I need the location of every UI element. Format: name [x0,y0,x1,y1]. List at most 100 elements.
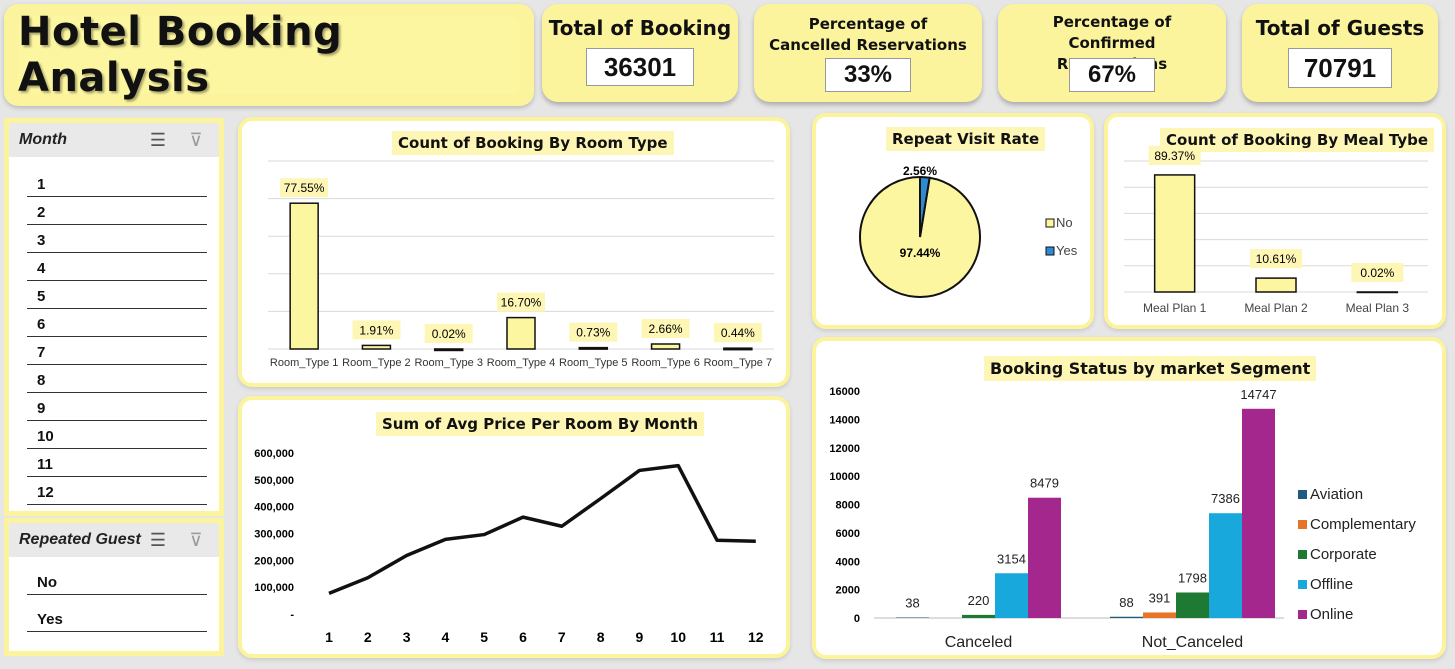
kpi-value: 36301 [586,48,694,86]
bar [1028,497,1061,618]
slicer-item-guest-yes[interactable]: Yes [27,610,207,632]
y-tick-label: 6000 [836,528,860,540]
y-tick-label: 200,000 [254,555,294,567]
avg-price-chart-panel: Sum of Avg Price Per Room By Month - 100,… [238,396,790,658]
legend-swatch [1298,610,1307,619]
bar [1356,291,1399,294]
x-tick-label: 5 [480,629,488,645]
chart-title: Booking Status by market Segment [984,356,1317,381]
multi-select-icon[interactable]: ☰ [149,530,167,550]
data-label: 3154 [997,551,1026,566]
slicer-header: Repeated Guest ☰ ⊽ [9,523,219,557]
bar [289,202,319,350]
clear-filter-icon[interactable]: ⊽ [189,130,203,150]
legend-swatch [1045,218,1055,228]
legend-label: Online [1310,606,1353,623]
bar [1110,616,1143,618]
y-tick-label: 8000 [836,500,860,512]
dashboard-title: Hotel Booking Analysis [18,9,343,101]
slicer-item-month-6[interactable]: 6 [27,315,207,337]
y-tick-label: 100,000 [254,582,294,594]
data-label-bg [352,320,401,340]
bar [1176,592,1209,618]
data-label-bg [280,178,329,198]
data-label-bg [641,318,690,338]
data-label: 38 [905,595,919,610]
kpi-total-guests: Total of Guests 70791 [1242,4,1438,102]
legend-swatch [1298,580,1307,589]
slicer-item-month-9[interactable]: 9 [27,399,207,421]
legend-label: Complementary [1310,516,1416,533]
x-tick-label: Not_Canceled [1142,634,1243,651]
data-label: 391 [1149,590,1171,605]
repeated-guest-slicer: Repeated Guest ☰ ⊽ No Yes [4,518,224,656]
x-tick-label: 7 [558,629,566,645]
pie-slice [919,175,931,238]
slicer-item-month-1[interactable]: 1 [27,175,207,197]
slicer-item-month-10[interactable]: 10 [27,427,207,449]
y-tick-label: - [290,609,294,621]
y-tick-label: 12000 [829,443,860,455]
data-label: 1.91% [359,323,393,337]
slicer-item-month-4[interactable]: 4 [27,259,207,281]
slicer-item-month-5[interactable]: 5 [27,287,207,309]
slicer-item-month-2[interactable]: 2 [27,203,207,225]
slicer-item-month-7[interactable]: 7 [27,343,207,365]
chart-title: Count of Booking By Room Type [392,131,674,155]
x-tick-label: Room_Type 3 [414,357,482,369]
slicer-item-month-3[interactable]: 3 [27,231,207,253]
x-tick-label: 6 [519,629,527,645]
market-segment-chart: 0 2000 4000 6000 8000 10000 12000 14000 16000 38 2… [829,386,1416,651]
legend-swatch [1298,550,1307,559]
kpi-confirmed-pct: Percentage of Confirmed Reservations 67% [998,4,1226,102]
legend-swatch [1045,246,1055,256]
kpi-value: 33% [825,58,911,92]
slicer-title: Repeated Guest [19,531,141,548]
x-tick-label: Meal Plan 2 [1244,301,1308,315]
bar [995,573,1028,618]
x-tick-label: 12 [748,629,764,645]
avg-price-chart: - 100,000 200,000 300,000 400,000 500,000 600,… [254,448,764,645]
chart-title: Count of Booking By Meal Tybe [1160,128,1435,152]
data-label: 7386 [1211,491,1240,506]
y-tick-label: 2000 [836,585,860,597]
slicer-item-month-8[interactable]: 8 [27,371,207,393]
data-label: 0.73% [576,326,610,340]
x-tick-label: Room_Type 4 [487,357,555,369]
data-label-bg [497,292,545,312]
clear-filter-icon[interactable]: ⊽ [189,530,203,550]
room-type-chart: 77.55% Room_Type 1 1.91% Room_Type 2 0.02% Ro… [268,160,774,369]
bar [506,316,536,350]
dashboard-title-inner: Hotel Booking Analysis [18,9,520,101]
legend-label: No [1056,215,1073,230]
slicer-item-month-12[interactable]: 12 [27,483,207,505]
x-tick-label: Room_Type 1 [270,357,338,369]
slicer-item-month-11[interactable]: 11 [27,455,207,477]
repeat-visit-chart-panel: Repeat Visit Rate 97.44% 2.56% No Yes [812,113,1094,329]
data-label: 97.44% [900,246,941,260]
bar [1143,612,1176,618]
bar [433,348,464,352]
bar [962,614,995,618]
data-label: 0.02% [432,327,466,341]
slicer-item-guest-no[interactable]: No [27,573,207,595]
x-tick-label: 1 [325,629,333,645]
kpi-cancelled-pct: Percentage of Cancelled Reservations 33% [754,4,982,102]
multi-select-icon[interactable]: ☰ [149,130,167,150]
kpi-label: Total of Guests [1255,16,1425,40]
y-tick-label: 10000 [829,471,860,483]
x-tick-label: Meal Plan 1 [1143,301,1207,315]
room-type-chart-panel: Count of Booking By Room Type 77.55% Room… [238,117,790,387]
legend-swatch [1298,490,1307,499]
data-label: 89.37% [1154,149,1195,163]
x-tick-label: 4 [442,629,450,645]
data-label: 2.56% [903,164,937,178]
y-tick-label: 0 [854,613,860,625]
bar [896,617,929,618]
repeat-visit-chart: 97.44% 2.56% No Yes [859,164,1078,298]
bar [578,346,609,350]
bar [1153,174,1196,293]
data-label: 2.66% [649,322,683,336]
data-label-bg [713,323,762,343]
market-segment-chart-panel: Booking Status by market Segment 0 2000 40… [812,337,1446,659]
